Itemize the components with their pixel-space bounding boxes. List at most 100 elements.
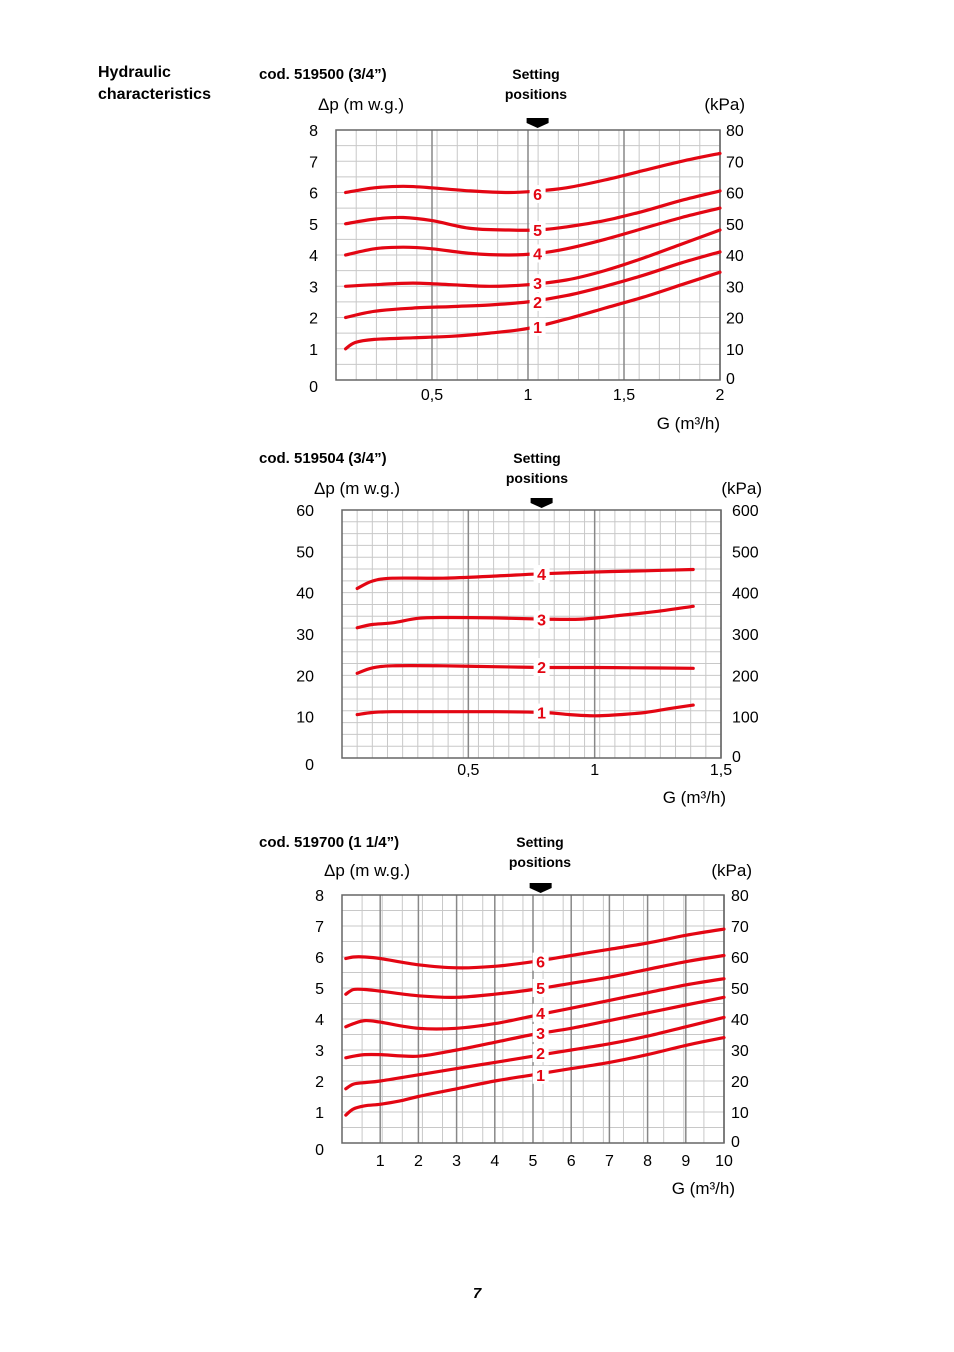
x-tick-label: 4 xyxy=(490,1153,499,1170)
series-line-4 xyxy=(344,206,722,257)
series-line-3 xyxy=(344,995,726,1060)
y-tick-label: 3 xyxy=(315,1043,324,1060)
series-line-2 xyxy=(355,664,695,675)
series-label-bg xyxy=(529,317,546,336)
y2-axis-label: (kPa) xyxy=(711,861,752,880)
y2-tick-label: 10 xyxy=(726,342,744,359)
setting-label: Setting xyxy=(512,66,559,82)
section-title: Hydraulic characteristics xyxy=(98,62,248,106)
positions-label: positions xyxy=(506,470,568,486)
x-tick-label: 10 xyxy=(715,1153,733,1170)
series-label-bg xyxy=(529,185,546,204)
series-label-3: 3 xyxy=(536,1026,545,1043)
x-tick-label: 1 xyxy=(376,1153,385,1170)
y2-tick-label: 60 xyxy=(726,186,744,203)
series-label-1: 1 xyxy=(537,706,546,723)
series-line-2 xyxy=(344,1015,726,1091)
y2-tick-label: 70 xyxy=(726,154,744,171)
series-label-bg xyxy=(533,658,550,677)
series-label-6: 6 xyxy=(536,955,545,972)
x-tick-label: 8 xyxy=(643,1153,652,1170)
y-tick-label: 5 xyxy=(309,217,318,234)
y2-tick-label: 300 xyxy=(732,627,759,644)
x-axis-label: G (m³/h) xyxy=(657,414,720,433)
y-tick-label: 2 xyxy=(315,1074,324,1091)
x-tick-label: 5 xyxy=(529,1153,538,1170)
chart-519500: cod. 519500 (3/4”) Setting positions Δp (m … xyxy=(259,66,745,433)
plot-frame xyxy=(341,509,722,759)
x-tick-label: 9 xyxy=(681,1153,690,1170)
y2-tick-label: 80 xyxy=(731,888,749,905)
section-title-line1: Hydraulic xyxy=(98,64,171,81)
series-line-3 xyxy=(344,228,722,288)
y2-axis-label: (kPa) xyxy=(721,479,762,498)
y2-tick-label: 0 xyxy=(726,371,735,388)
x-tick-label: 3 xyxy=(452,1153,461,1170)
series-line-1 xyxy=(344,1036,726,1117)
series-label-bg xyxy=(532,979,549,997)
y-tick-label: 7 xyxy=(315,919,324,936)
section-title-line2: characteristics xyxy=(98,86,211,103)
series-label-2: 2 xyxy=(533,295,542,312)
y-tick-label: 0 xyxy=(305,757,314,774)
positions-label: positions xyxy=(505,86,567,102)
y2-tick-label: 40 xyxy=(726,248,744,265)
y-tick-label: 20 xyxy=(296,668,314,685)
setting-label: Setting xyxy=(516,834,563,850)
series-label-3: 3 xyxy=(537,613,546,630)
y2-tick-label: 0 xyxy=(731,1134,740,1151)
series-label-bg xyxy=(532,952,549,971)
y2-tick-label: 50 xyxy=(726,217,744,234)
series-label-1: 1 xyxy=(533,320,542,337)
series-label-5: 5 xyxy=(533,223,542,240)
y2-tick-label: 70 xyxy=(731,919,749,936)
y2-axis-label: (kPa) xyxy=(704,95,745,114)
series-label-bg xyxy=(529,221,546,239)
down-arrow-icon xyxy=(530,498,553,508)
series-line-4 xyxy=(355,567,695,591)
series-line-5 xyxy=(344,953,726,999)
chart-title: cod. 519504 (3/4”) xyxy=(259,450,387,467)
series-line-6 xyxy=(344,151,722,195)
y-tick-label: 60 xyxy=(296,503,314,520)
chart-title: cod. 519500 (3/4”) xyxy=(259,66,387,83)
y-tick-label: 6 xyxy=(315,950,324,967)
x-tick-label: 1,5 xyxy=(613,387,635,404)
down-arrow-icon xyxy=(526,118,549,128)
series-line-2 xyxy=(344,250,722,320)
series-line-1 xyxy=(355,703,695,718)
series-line-6 xyxy=(344,927,726,970)
chart-519504: cod. 519504 (3/4”) Setting positions Δp (m … xyxy=(259,450,762,807)
y-tick-label: 1 xyxy=(315,1105,324,1122)
series-label-4: 4 xyxy=(533,246,542,263)
y-tick-label: 6 xyxy=(309,186,318,203)
series-label-5: 5 xyxy=(536,981,545,998)
y-tick-label: 0 xyxy=(309,379,318,396)
down-arrow-icon xyxy=(529,883,552,893)
x-tick-label: 1,5 xyxy=(710,762,732,779)
y2-tick-label: 0 xyxy=(732,749,741,766)
y-tick-label: 7 xyxy=(309,154,318,171)
y2-tick-label: 80 xyxy=(726,123,744,140)
y-tick-label: 4 xyxy=(309,248,318,265)
y-axis-label: Δp (m w.g.) xyxy=(314,479,400,498)
y-tick-label: 1 xyxy=(309,342,318,359)
y2-tick-label: 100 xyxy=(732,710,759,727)
y-tick-label: 8 xyxy=(309,123,318,140)
setting-label: Setting xyxy=(513,450,560,466)
positions-label: positions xyxy=(509,854,571,870)
y2-tick-label: 50 xyxy=(731,981,749,998)
y-axis-label: Δp (m w.g.) xyxy=(324,861,410,880)
page-number: 7 xyxy=(472,1285,482,1302)
y2-tick-label: 400 xyxy=(732,586,759,603)
y2-tick-label: 40 xyxy=(731,1012,749,1029)
y-axis-label: Δp (m w.g.) xyxy=(318,95,404,114)
y2-tick-label: 30 xyxy=(726,279,744,296)
x-tick-label: 2 xyxy=(716,387,725,404)
x-tick-label: 0,5 xyxy=(421,387,443,404)
series-label-bg xyxy=(533,610,550,629)
y-tick-label: 8 xyxy=(315,888,324,905)
series-label-bg xyxy=(529,274,546,293)
series-label-6: 6 xyxy=(533,187,542,204)
series-line-5 xyxy=(344,189,722,232)
